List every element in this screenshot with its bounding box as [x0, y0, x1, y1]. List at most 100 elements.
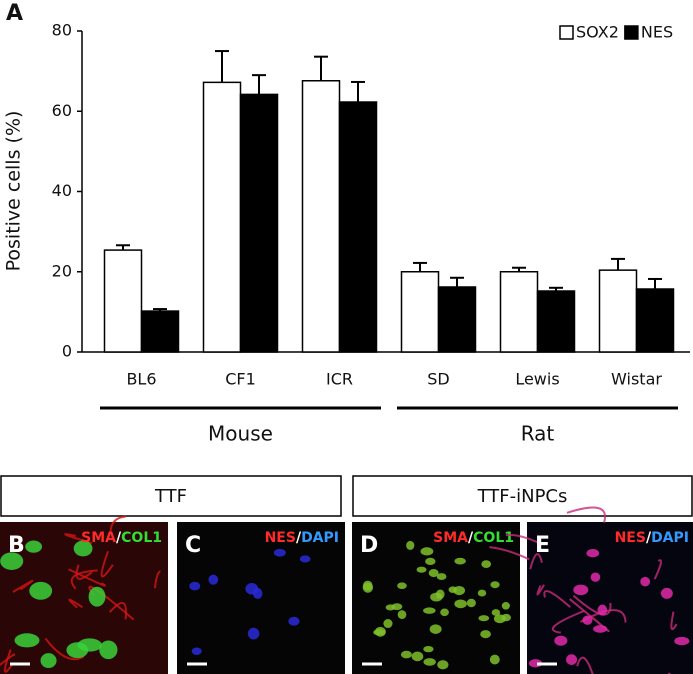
fiber [576, 656, 594, 674]
cell [660, 587, 673, 599]
cell [454, 557, 466, 565]
image-header [352, 475, 693, 517]
cell [590, 572, 601, 582]
marker: COL1 [473, 530, 514, 546]
y-tick-label: 80 [52, 21, 72, 40]
fiber [489, 546, 530, 561]
y-axis-label: Positive cells (%) [3, 111, 25, 272]
fiber [75, 564, 93, 580]
fiber [670, 611, 678, 631]
panel-letter: C [185, 533, 201, 558]
bar [103, 249, 143, 353]
cell [436, 573, 447, 581]
fiber [3, 649, 15, 673]
cell [674, 636, 690, 646]
cell [420, 547, 434, 556]
cell [0, 552, 24, 570]
cell [428, 569, 439, 578]
cell [477, 589, 487, 597]
cell [397, 582, 407, 590]
cell [247, 627, 260, 640]
fiber [529, 553, 543, 570]
cell [448, 586, 457, 593]
y-tick-label: 60 [52, 101, 72, 120]
fiber [70, 569, 98, 590]
bar [202, 81, 242, 353]
cell [362, 580, 373, 591]
cell [437, 660, 449, 670]
marker-label: SMA/COL1 [81, 530, 162, 546]
cell [391, 603, 403, 611]
fiber [505, 534, 542, 545]
y-tick-label: 40 [52, 181, 72, 200]
image-header-label: TTF [154, 486, 187, 507]
marker: / [646, 530, 652, 546]
marker: / [116, 530, 122, 546]
fiber [543, 590, 571, 608]
x-tick-label: Lewis [515, 370, 559, 389]
x-tick-label: SD [427, 370, 449, 389]
fiber [68, 568, 107, 587]
x-tick-label: CF1 [225, 370, 256, 389]
panel-letter: B [8, 533, 25, 558]
group-label: Mouse [208, 422, 273, 446]
fiber [566, 506, 607, 523]
marker-label: NES/DAPI [265, 530, 339, 546]
cell [454, 599, 467, 609]
bar [400, 271, 440, 353]
y-tick-label: 0 [62, 342, 72, 361]
bar [635, 288, 675, 353]
bar [338, 101, 378, 353]
fiber [551, 610, 585, 634]
cell [88, 586, 106, 607]
marker: SMA [433, 530, 468, 546]
cell [25, 540, 43, 553]
cell [582, 615, 593, 625]
marker: NES [265, 530, 296, 546]
bar [437, 286, 477, 353]
cell [480, 630, 491, 639]
marker: SMA [81, 530, 116, 546]
cell [640, 576, 651, 587]
fiber [108, 602, 128, 620]
cell [423, 658, 436, 666]
fiber [0, 653, 16, 667]
cell [466, 598, 476, 608]
cell [288, 616, 300, 626]
marker-label: NES/DAPI [615, 530, 689, 546]
fiber [536, 584, 545, 596]
cell [77, 638, 102, 652]
cell [586, 549, 600, 558]
panel-label: A [6, 1, 23, 26]
bar [536, 290, 576, 353]
micrograph [489, 506, 693, 674]
cell [397, 610, 407, 620]
x-tick-label: BL6 [126, 370, 156, 389]
cell [440, 608, 449, 617]
fiber [68, 598, 83, 609]
cell [423, 645, 434, 653]
legend-swatch [559, 25, 574, 40]
cell [29, 581, 53, 600]
marker-label: SMA/COL1 [433, 530, 514, 546]
marker: NES [615, 530, 646, 546]
cell [383, 619, 393, 629]
bar [301, 80, 341, 353]
fiber [153, 570, 161, 589]
marker: / [296, 530, 302, 546]
micrograph [177, 522, 345, 674]
cell [490, 581, 500, 589]
cell [400, 650, 412, 659]
legend-label: NES [641, 23, 673, 42]
cell [191, 647, 202, 656]
cell [40, 653, 57, 669]
cell [489, 654, 500, 665]
cell [425, 557, 436, 566]
cell [245, 582, 259, 595]
panel-letter: E [535, 533, 550, 558]
legend-label: SOX2 [576, 23, 619, 42]
fiber [12, 579, 34, 593]
x-tick-label: Wistar [611, 370, 662, 389]
group-label: Rat [521, 422, 555, 446]
